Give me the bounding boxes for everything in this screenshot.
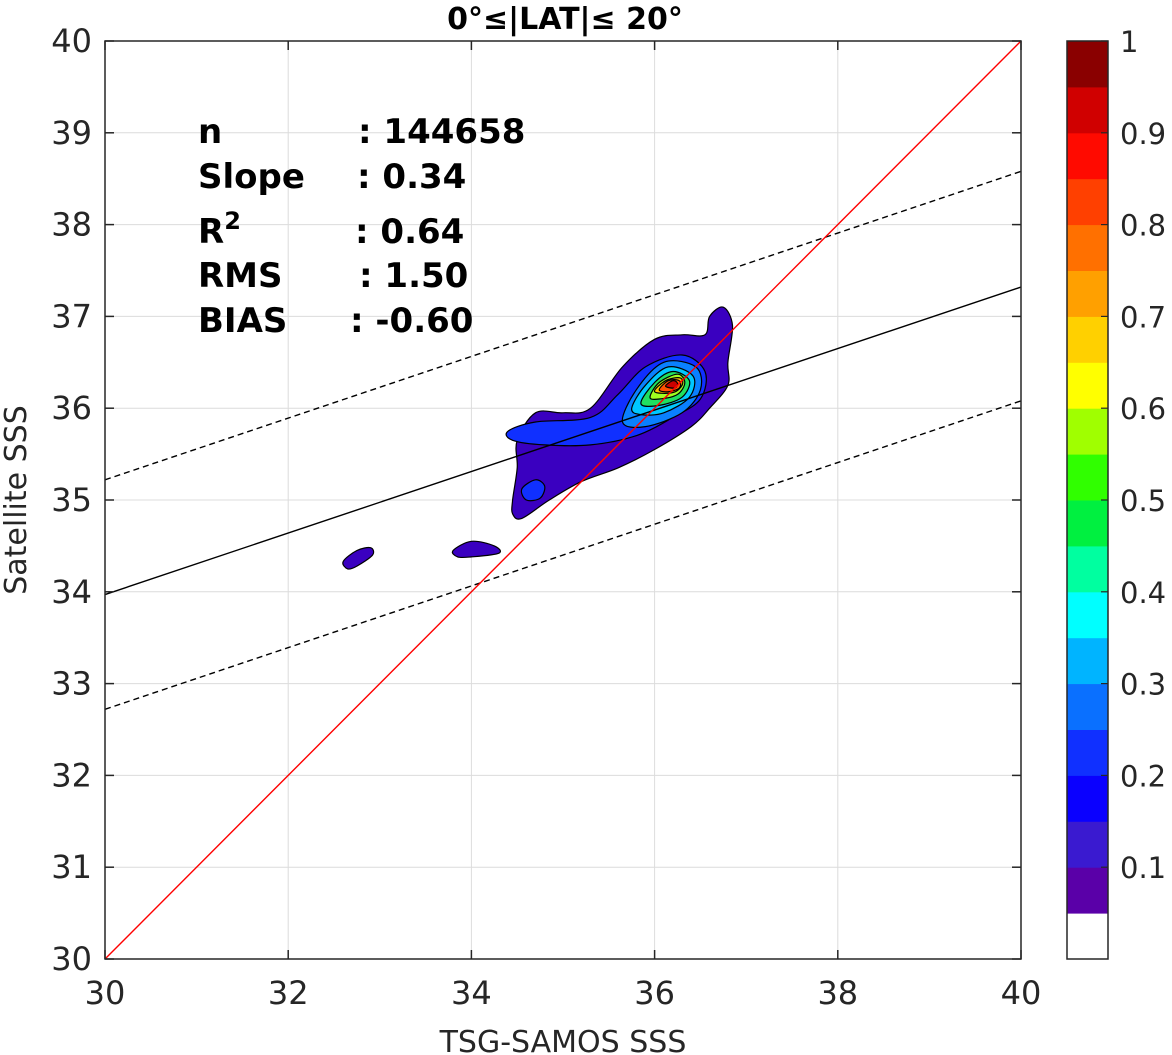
colorbar-segment-3	[1067, 775, 1108, 822]
contour-fills	[342, 306, 734, 570]
y-tick-label-5: 35	[51, 481, 92, 519]
stat-label-bias: BIAS	[198, 301, 287, 341]
stat-label-rms: RMS	[198, 256, 283, 296]
colorbar-label-8: 0.9	[1120, 117, 1166, 151]
colorbar-segment-18	[1067, 86, 1108, 134]
colorbar-segment-4	[1067, 729, 1108, 776]
colorbar-label-1: 0.2	[1120, 759, 1166, 793]
y-tick-label-2: 32	[51, 756, 92, 794]
colorbar-label-7: 0.8	[1120, 209, 1166, 243]
colorbar-segment-19	[1067, 41, 1108, 88]
stat-value-n: : 144658	[358, 112, 525, 152]
colorbar-segment-11	[1067, 408, 1108, 455]
y-tick-label-9: 39	[51, 114, 92, 152]
colorbar-segment-12	[1067, 362, 1108, 409]
fit-lower-bound-line	[104, 400, 1022, 710]
contour-level-0.15-4	[520, 479, 546, 502]
x-tick-label-4: 38	[817, 974, 858, 1012]
reference-lines	[104, 40, 1022, 960]
stat-value-rms: : 1.50	[359, 256, 468, 296]
colorbar-label-5: 0.6	[1120, 392, 1166, 426]
statistics-box: n : 144658 Slope : 0.34 R2 : 0.64 RMS : 1.50 BIA…	[198, 112, 525, 341]
axis-ticks: 30 32 34 36 38 40 30 31 32 33 34 35 36 37 38 39 40	[51, 22, 1041, 1012]
y-tick-label-6: 36	[51, 389, 92, 427]
stat-label-n: n	[198, 112, 222, 152]
contour-level-0.05-2	[451, 540, 502, 559]
x-tick-label-3: 36	[634, 974, 675, 1012]
colorbar-segment-9	[1067, 500, 1108, 547]
colorbar-label-0: 0.1	[1120, 851, 1166, 885]
colorbar-segment-6	[1067, 637, 1108, 685]
colorbar-segment-1	[1067, 867, 1108, 914]
stat-value-bias: : -0.60	[350, 301, 473, 341]
stat-value-slope: : 0.34	[357, 157, 466, 197]
colorbar-label-6: 0.7	[1120, 300, 1166, 334]
y-tick-label-8: 38	[51, 206, 92, 244]
y-tick-label-10: 40	[51, 22, 92, 60]
contour-level-0.9-11	[665, 380, 679, 389]
y-tick-label-0: 30	[51, 940, 92, 978]
x-tick-label-0: 30	[85, 974, 126, 1012]
colorbar-segment-0	[1067, 913, 1108, 960]
x-tick-label-1: 32	[268, 974, 309, 1012]
colorbar-segment-17	[1067, 132, 1108, 180]
one-to-one-line	[104, 40, 1022, 960]
fit-upper-bound-line	[104, 170, 1022, 481]
y-tick-label-3: 33	[51, 665, 92, 703]
y-tick-label-7: 37	[51, 297, 92, 335]
contour-level-0.05-1	[342, 546, 375, 570]
colorbar: 0.1 0.2 0.3 0.4 0.5 0.6 0.7 0.8 0.9 1	[1066, 25, 1166, 960]
y-tick-label-1: 31	[51, 848, 92, 886]
x-tick-label-5: 40	[1001, 974, 1042, 1012]
colorbar-segment-5	[1067, 683, 1108, 730]
colorbar-segment-10	[1067, 454, 1108, 501]
colorbar-segment-15	[1067, 224, 1108, 271]
stat-value-r: : 0.64	[355, 212, 464, 252]
y-axis-label: Satellite SSS	[0, 405, 34, 595]
x-axis-label: TSG-SAMOS SSS	[439, 1025, 687, 1055]
colorbar-label-9: 1	[1120, 25, 1138, 59]
colorbar-segment-2	[1067, 821, 1108, 868]
x-tick-label-2: 34	[451, 974, 492, 1012]
colorbar-segment-13	[1067, 316, 1108, 363]
colorbar-label-4: 0.5	[1120, 484, 1166, 518]
chart-title: 0°≤|LAT|≤ 20°	[447, 2, 683, 37]
regression-fit-line	[104, 286, 1022, 596]
colorbar-segment-16	[1067, 178, 1108, 226]
colorbar-label-3: 0.4	[1120, 576, 1166, 610]
colorbar-label-2: 0.3	[1120, 668, 1166, 702]
stat-label-slope: Slope	[198, 157, 305, 197]
colorbar-segment-7	[1067, 591, 1108, 639]
colorbar-segment-8	[1067, 545, 1108, 593]
stat-label-r: R2	[198, 207, 241, 252]
colorbar-segment-14	[1067, 270, 1108, 317]
y-tick-label-4: 34	[51, 573, 92, 611]
